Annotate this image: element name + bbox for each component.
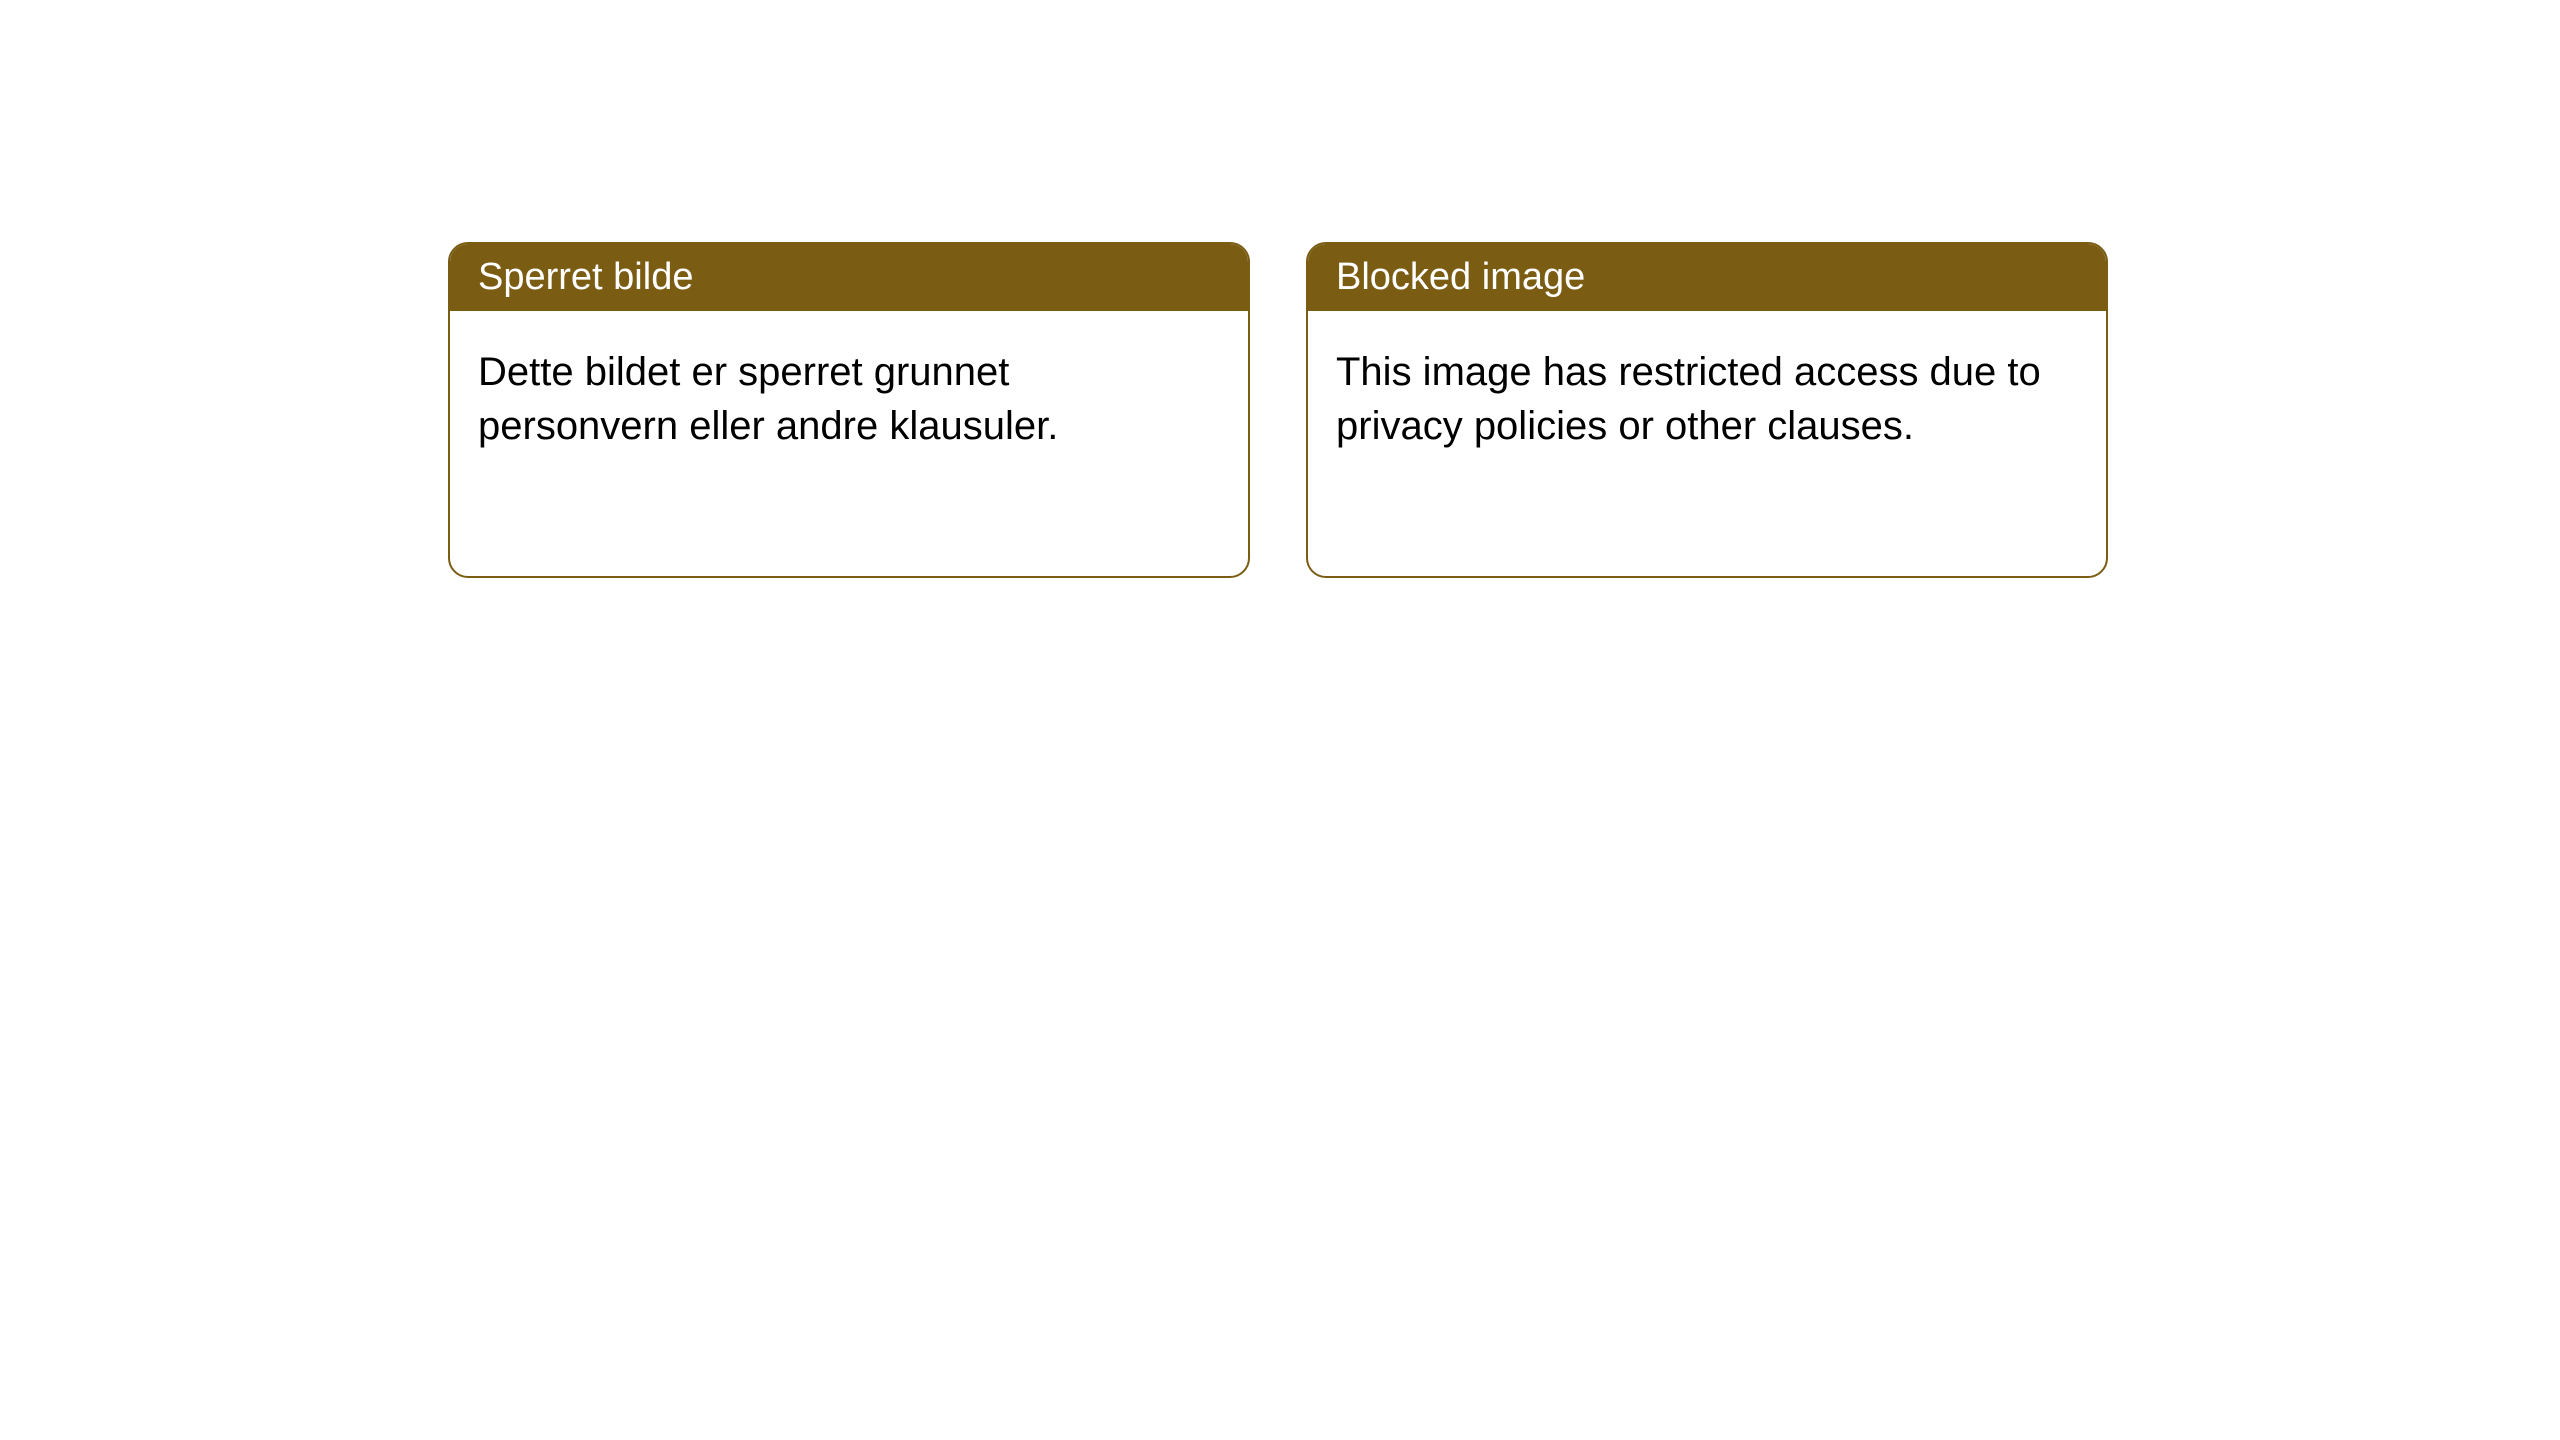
- card-title-text: Blocked image: [1336, 256, 1585, 298]
- card-header: Blocked image: [1308, 244, 2106, 311]
- notice-card-norwegian: Sperret bilde Dette bildet er sperret gr…: [448, 242, 1250, 578]
- card-body: This image has restricted access due to …: [1308, 311, 2106, 487]
- card-body-text: This image has restricted access due to …: [1336, 350, 2041, 448]
- card-body-text: Dette bildet er sperret grunnet personve…: [478, 350, 1058, 448]
- card-title-text: Sperret bilde: [478, 256, 693, 298]
- notice-cards-container: Sperret bilde Dette bildet er sperret gr…: [448, 242, 2108, 578]
- card-header: Sperret bilde: [450, 244, 1248, 311]
- card-body: Dette bildet er sperret grunnet personve…: [450, 311, 1248, 487]
- notice-card-english: Blocked image This image has restricted …: [1306, 242, 2108, 578]
